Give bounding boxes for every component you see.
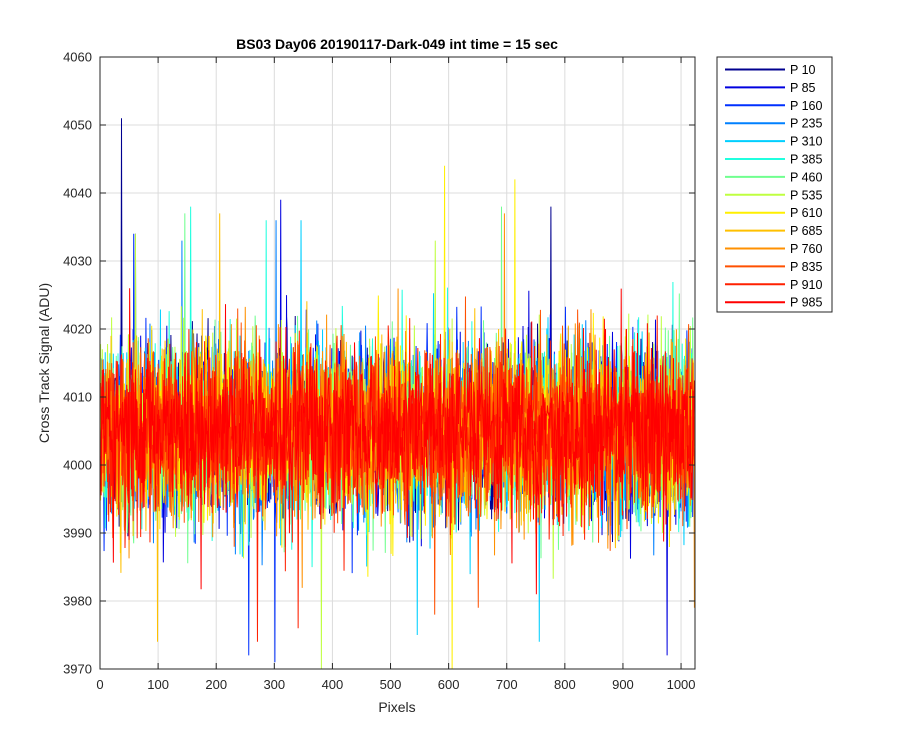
x-tick-label: 500: [380, 677, 402, 692]
x-tick-label: 1000: [667, 677, 696, 692]
y-tick-label: 4040: [63, 186, 92, 201]
y-tick-label: 4000: [63, 458, 92, 473]
legend: P 10 P 85 P 160 P 235 P 310 P 385 P 460 P 535 P …: [716, 56, 833, 313]
y-tick-label: 3970: [63, 662, 92, 677]
legend-label: P 85: [790, 81, 816, 95]
plot-area: 0 100 200 300 400 500 600 700 800 900 1000 3970 398…: [63, 50, 695, 693]
legend-label: P 760: [790, 242, 822, 256]
legend-label: P 460: [790, 170, 822, 184]
legend-label: P 685: [790, 224, 822, 238]
legend-box: [716, 56, 833, 313]
series-lines: [100, 118, 696, 670]
legend-label: P 610: [790, 206, 822, 220]
x-tick-label: 400: [322, 677, 344, 692]
series-line-p-985: [100, 288, 696, 595]
legend-label: P 235: [790, 117, 822, 131]
legend-label: P 910: [790, 278, 822, 292]
y-tick-label: 4030: [63, 254, 92, 269]
x-axis-label: Pixels: [378, 699, 415, 715]
x-tick-label: 700: [496, 677, 518, 692]
y-tick-label: 4050: [63, 118, 92, 133]
y-axis-label: Cross Track Signal (ADU): [36, 283, 52, 443]
legend-label: P 985: [790, 296, 822, 310]
y-tick-label: 3990: [63, 526, 92, 541]
chart-title: BS03 Day06 20190117-Dark-049 int time = …: [236, 36, 558, 52]
x-tick-label: 900: [612, 677, 634, 692]
x-tick-label: 600: [438, 677, 460, 692]
y-tick-label: 3980: [63, 594, 92, 609]
x-tick-label: 100: [147, 677, 169, 692]
x-axis-ticks: 0 100 200 300 400 500 600 700 800 900 1000: [96, 57, 696, 692]
x-tick-label: 300: [263, 677, 285, 692]
y-tick-label: 4020: [63, 322, 92, 337]
legend-label: P 385: [790, 153, 822, 167]
legend-label: P 160: [790, 99, 822, 113]
plot-frame: [99, 56, 696, 670]
y-tick-label: 4060: [63, 50, 92, 65]
y-tick-label: 4010: [63, 390, 92, 405]
y-axis-ticks: 3970 3980 3990 4000 4010 4020 4030 4040 4050 4060: [63, 50, 695, 677]
legend-label: P 310: [790, 135, 822, 149]
x-tick-label: 200: [205, 677, 227, 692]
legend-label: P 535: [790, 188, 822, 202]
x-tick-label: 0: [96, 677, 103, 692]
x-tick-label: 800: [554, 677, 576, 692]
legend-label: P 10: [790, 63, 816, 77]
legend-label: P 835: [790, 260, 822, 274]
